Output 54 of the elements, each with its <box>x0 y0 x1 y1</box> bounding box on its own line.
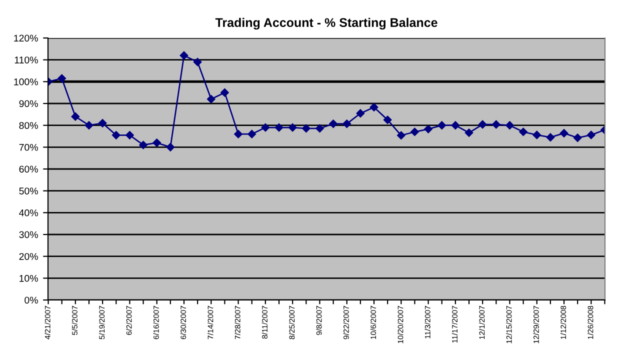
point <box>464 128 474 137</box>
point <box>438 121 446 130</box>
point <box>126 131 134 140</box>
point <box>451 121 460 130</box>
point <box>532 130 541 140</box>
point <box>139 140 148 150</box>
y-tick-label: 70% <box>19 144 38 151</box>
point <box>370 103 378 112</box>
point <box>573 134 582 142</box>
point <box>356 109 365 118</box>
point <box>220 88 229 97</box>
point <box>329 120 338 128</box>
point <box>71 112 80 121</box>
y-tick-label: 0% <box>24 296 38 304</box>
point <box>316 124 324 133</box>
y-tick-label: 40% <box>19 209 38 216</box>
y-tick-label: 10% <box>20 274 38 282</box>
point <box>546 133 555 142</box>
y-tick-label: 100% <box>14 78 38 86</box>
point <box>492 120 500 129</box>
y-tick-label: 80% <box>19 122 38 129</box>
y-tick-label: 90% <box>19 100 38 108</box>
point <box>261 123 270 132</box>
chart-title: Trading Account - % Starting Balance <box>215 18 438 30</box>
y-tick-label: 120% <box>14 34 38 42</box>
y-tick-label: 30% <box>19 231 38 238</box>
point <box>478 120 487 129</box>
point <box>560 129 568 138</box>
point <box>288 123 297 132</box>
point <box>234 130 242 138</box>
point <box>410 128 419 136</box>
point <box>207 95 216 104</box>
point <box>397 131 406 140</box>
point <box>302 124 310 133</box>
point <box>180 51 188 60</box>
point <box>342 120 351 128</box>
point <box>519 128 528 136</box>
y-tick-label: 20% <box>19 253 38 260</box>
point <box>274 123 284 132</box>
point <box>383 116 392 124</box>
y-tick-label: 50% <box>19 188 38 194</box>
point <box>84 121 94 130</box>
point <box>152 138 161 147</box>
point <box>424 124 432 134</box>
y-tick-label: 60% <box>19 166 38 173</box>
point <box>193 58 202 66</box>
point <box>587 130 596 140</box>
y-tick-label: 110% <box>14 56 38 64</box>
point <box>506 121 514 130</box>
point <box>248 130 256 138</box>
point <box>112 131 120 140</box>
point <box>166 143 175 152</box>
point <box>58 74 66 83</box>
point <box>98 119 107 128</box>
